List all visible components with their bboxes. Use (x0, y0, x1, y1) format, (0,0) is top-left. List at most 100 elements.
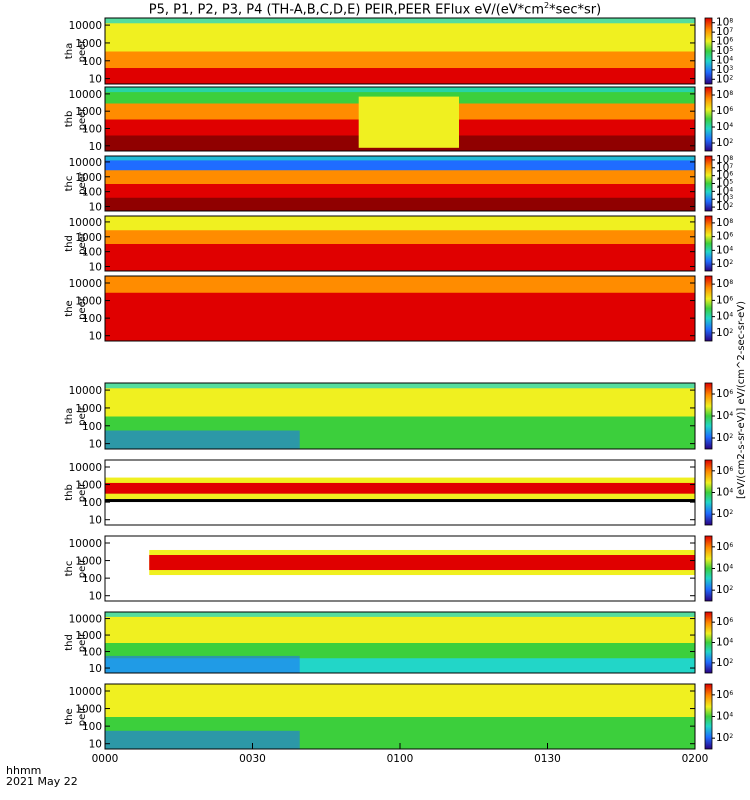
colorbar-tick-label: 107 (716, 26, 733, 38)
ytick-label: 10 (89, 331, 102, 343)
spectrogram-band (105, 416, 695, 433)
panel-frame (104, 17, 696, 85)
spectrogram-band (105, 243, 695, 258)
panel-label-probe: thd (64, 634, 75, 651)
panel-label-product: peir (77, 632, 88, 652)
ytick-label: 10000 (69, 89, 102, 101)
colorbar-tick-label: 108 (716, 154, 733, 166)
colorbar (704, 459, 713, 526)
spectrogram-band (105, 183, 695, 198)
colorbar-tick-label: 106 (716, 36, 733, 48)
colorbar-tick-label: 105 (716, 45, 733, 57)
spectrogram-band (105, 276, 695, 293)
colorbar-tick-label: 106 (716, 105, 733, 117)
ytick-label: 100 (82, 313, 102, 325)
panel-frame (104, 459, 696, 526)
ytick-label: 1000 (75, 630, 102, 642)
panel-thb-peir: 10 100 1000 10000 thb peir (64, 459, 696, 527)
colorbar-tick-label: 102 (716, 657, 733, 669)
spectrogram-core (149, 554, 695, 571)
ytick-label: 10000 (69, 157, 102, 169)
ytick-label: 10000 (69, 614, 102, 626)
noise-band (105, 18, 695, 24)
colorbar-tick-label: 102 (716, 508, 733, 520)
colorbar (704, 17, 713, 85)
ytick-label: 100 (82, 721, 102, 733)
panel-label-product: peer (77, 39, 88, 63)
xtick-label: 0000 (92, 753, 119, 765)
panel-tha-peer: 10 100 1000 10000 tha peer (64, 17, 696, 86)
time-axis-unit: hhmm (6, 764, 42, 777)
colorbar-thb-peer: 102 104 106 108 (704, 86, 733, 152)
ytick-label: 10 (89, 739, 102, 751)
colorbar (704, 86, 713, 152)
panel-frame (104, 611, 696, 674)
colorbar-unit-label: [eV/(cm2-s-sr-eV)] eV/(cm^2-sec-sr-eV) (736, 301, 747, 499)
colorbar-tick-label: 106 (716, 388, 733, 400)
colorbar-tick-label: 104 (716, 311, 733, 323)
colorbar-tick-label: 106 (716, 170, 733, 182)
panel-label-probe: thd (64, 235, 75, 252)
xtick-label: 0200 (682, 753, 709, 765)
low-flux-region (105, 655, 300, 673)
spectrogram-region (358, 96, 459, 148)
spectrogram-band (105, 642, 695, 659)
panel-label-probe: tha (64, 43, 75, 59)
ytick-label: 1000 (75, 232, 102, 244)
colorbar-tick-label: 104 (716, 487, 733, 499)
spectrogram-band (105, 700, 695, 717)
panel-label-product: peir (77, 706, 88, 726)
ytick-label: 10 (89, 141, 102, 153)
colorbar-tick-label: 102 (716, 137, 733, 149)
panel-thb-peer: 10 100 1000 10000 thb peer (64, 86, 696, 153)
panel-label-product: peir (77, 405, 88, 425)
colorbar-tick-label: 102 (716, 584, 733, 596)
ytick-label: 1000 (75, 296, 102, 308)
panel-frame (104, 382, 696, 450)
spectrogram-core (105, 482, 695, 494)
ytick-label: 1000 (75, 106, 102, 118)
colorbar-tick-label: 102 (716, 258, 733, 270)
ytick-label: 10 (89, 591, 102, 603)
spectrogram-band (105, 216, 695, 231)
xtick-label: 0030 (239, 753, 266, 765)
colorbar-tick-label: 102 (716, 327, 733, 339)
panel-label-probe: thc (64, 176, 75, 192)
panel-label-probe: thb (64, 484, 75, 501)
ytick-label: 10000 (69, 538, 102, 550)
panel-frame (104, 155, 696, 212)
panel-label-probe: thb (64, 111, 75, 128)
panel-label-probe: tha (64, 408, 75, 424)
colorbar-tick-label: 102 (716, 432, 733, 444)
title-suffix: *sec*sr) (549, 2, 602, 18)
colorbar-thb-peir: 102 104 106 (704, 459, 733, 526)
panel-thd-peer: 10 100 1000 10000 thd peer (64, 215, 696, 274)
colorbar-tick-label: 104 (716, 410, 733, 422)
title-superscript: 2 (543, 1, 550, 10)
panel-frame (104, 86, 696, 152)
colorbar-tick-label: 106 (716, 689, 733, 701)
panel-frame (104, 275, 696, 342)
panel-label-probe: thc (64, 561, 75, 577)
spectrogram-band (105, 324, 695, 342)
spectrogram-band (105, 684, 695, 701)
spectrogram-band (105, 292, 695, 309)
spectrogram-band (105, 169, 695, 184)
ytick-label: 10000 (69, 385, 102, 397)
spectrogram-band (105, 51, 695, 68)
colorbar (704, 215, 713, 272)
colorbar (704, 611, 713, 674)
noise-band (105, 87, 695, 93)
colorbar-tick-label: 105 (716, 178, 733, 190)
ytick-label: 100 (82, 421, 102, 433)
panel-label-product: peir (77, 558, 88, 578)
spectrogram-band (105, 308, 695, 326)
ytick-label: 10000 (69, 462, 102, 474)
colorbar-tick-label: 102 (716, 201, 733, 213)
ytick-label: 10 (89, 202, 102, 214)
colorbar (704, 275, 713, 342)
ytick-label: 10 (89, 74, 102, 86)
colorbar-tick-label: 106 (716, 541, 733, 553)
panel-label-product: peer (77, 171, 88, 195)
